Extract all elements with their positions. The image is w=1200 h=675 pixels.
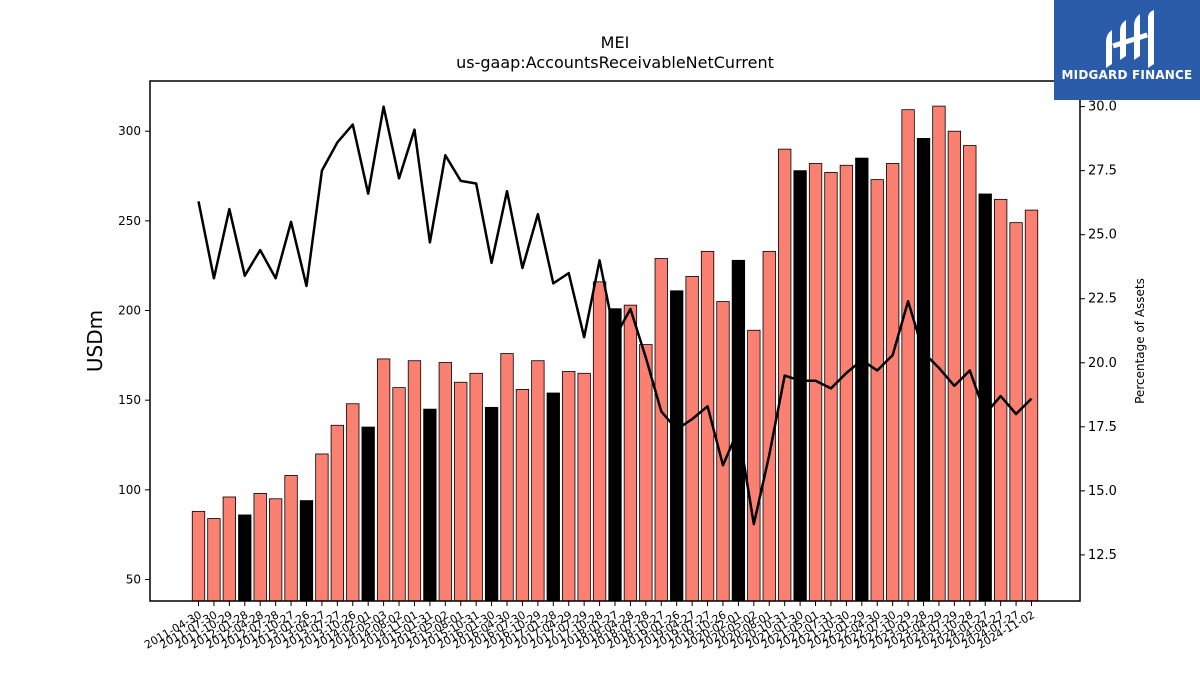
y-tick-label: 50 [126, 572, 141, 586]
y-tick-label: 300 [118, 124, 141, 138]
bar [469, 372, 483, 602]
brand-logo: MIDGARD FINANCE [1054, 0, 1200, 100]
bar [392, 387, 406, 602]
y-tick-label: 100 [118, 483, 141, 497]
bar [670, 290, 684, 602]
bar [330, 424, 344, 602]
bar [901, 109, 915, 602]
bar [793, 170, 807, 602]
bar [376, 358, 391, 602]
bar [268, 498, 283, 602]
bar [191, 510, 206, 602]
y-axis-label: USDm [83, 310, 107, 372]
logo-text: MIDGARD FINANCE [1061, 68, 1193, 82]
bar [531, 360, 545, 602]
bar [932, 105, 946, 602]
bar [577, 372, 591, 602]
chart-subtitle: us-gaap:AccountsReceivableNetCurrent [456, 53, 774, 72]
y-tick-label: 150 [118, 393, 141, 407]
chart-title: MEI [601, 33, 630, 52]
bar [222, 496, 237, 602]
bar [1024, 209, 1039, 602]
bar [546, 392, 560, 602]
x-axis: 2011-04-302011-07-302011-10-292012-01-28… [142, 601, 1037, 652]
bar [623, 304, 638, 602]
y-tick-label: 200 [118, 304, 141, 318]
bar [562, 371, 576, 602]
bar [299, 500, 314, 602]
bar [500, 353, 514, 602]
bar [870, 179, 884, 602]
y-axis-right: 12.5 15.0 17.5 20.0 22.5 25.0 27.5 30.0 [1080, 100, 1117, 563]
bar [747, 329, 761, 602]
bar [484, 406, 499, 602]
y2-tick-label: 20.0 [1088, 356, 1117, 371]
y2-tick-label: 22.5 [1088, 292, 1117, 307]
y-tick-label: 250 [118, 214, 141, 228]
bar [438, 362, 452, 602]
bar [592, 281, 607, 602]
bar [284, 475, 298, 602]
y2-tick-label: 25.0 [1088, 228, 1117, 243]
midgard-logo-icon [1106, 10, 1154, 68]
y2-tick-label: 27.5 [1088, 164, 1117, 179]
bar [639, 344, 653, 602]
bar [1009, 222, 1023, 602]
bar [978, 193, 992, 602]
bar [407, 360, 422, 602]
bar [207, 518, 221, 602]
bar [423, 408, 437, 602]
bar [346, 403, 360, 602]
bars [191, 105, 1039, 602]
y2-tick-label: 30.0 [1088, 100, 1117, 115]
bar [654, 258, 668, 602]
bar [839, 164, 854, 602]
y2-axis-label: Percentage of Assets [1133, 278, 1147, 404]
bar [454, 381, 468, 602]
bar [608, 308, 622, 602]
bar [315, 453, 329, 602]
bar [238, 514, 252, 602]
bar [361, 426, 375, 602]
bar [947, 130, 962, 602]
y2-tick-label: 15.0 [1088, 484, 1117, 499]
bar [253, 493, 267, 602]
y2-tick-label: 12.5 [1088, 548, 1117, 563]
bar [886, 163, 900, 602]
percentage-line [197, 105, 1033, 526]
bar [685, 276, 699, 602]
bar [855, 157, 869, 602]
y-axis-left: 50 100 150 200 250 300 [118, 124, 150, 586]
percentage-line-layer [197, 105, 1033, 526]
bar [916, 137, 931, 602]
bar [515, 389, 530, 602]
y2-tick-label: 17.5 [1088, 420, 1117, 435]
